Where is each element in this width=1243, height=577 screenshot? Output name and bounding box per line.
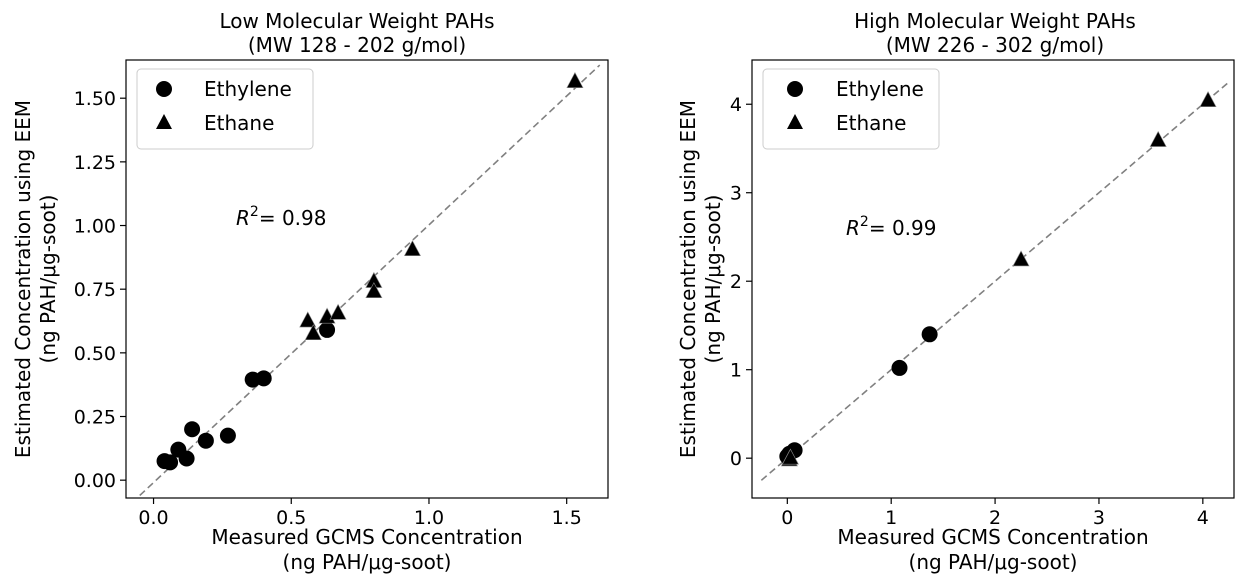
x-tick-label: 1.5 <box>552 507 582 529</box>
x-axis-label-line1: Measured GCMS Concentration <box>837 525 1148 549</box>
ethane-point <box>1012 250 1030 267</box>
chart-title-line1: Low Molecular Weight PAHs <box>219 9 494 33</box>
plot-area <box>751 59 1235 499</box>
plot-area <box>125 59 609 499</box>
ethane-point <box>781 448 799 465</box>
legend-label-ethylene: Ethylene <box>836 77 924 101</box>
y-tick-label: 0.25 <box>74 407 116 429</box>
legend-circle-marker <box>156 81 172 97</box>
ethylene-point <box>184 421 201 438</box>
y-tick-label: 1 <box>730 360 742 382</box>
ethylene-point <box>219 427 236 444</box>
fit-line <box>760 81 1230 481</box>
y-tick-label: 1.00 <box>74 216 116 238</box>
legend-label-ethane: Ethane <box>204 111 274 135</box>
y-tick-label: 2 <box>730 271 742 293</box>
chart-high-mw-pahs: High Molecular Weight PAHs (MW 226 - 302… <box>676 9 1235 574</box>
y-tick-label: 1.25 <box>74 152 116 174</box>
ethylene-point <box>197 432 214 449</box>
y-axis-label-line1: Estimated Concentration using EEM <box>11 100 35 458</box>
x-tick-label: 3 <box>1093 507 1105 529</box>
ethylene-point <box>162 454 179 471</box>
ethane-point <box>304 324 322 341</box>
chart-title-line2: (MW 128 - 202 g/mol) <box>248 33 466 57</box>
y-tick-label: 0 <box>730 448 742 470</box>
y-axis: 0 1 2 3 4 <box>730 94 752 470</box>
legend: Ethylene Ethane <box>136 68 314 150</box>
x-tick-label: 0.5 <box>276 507 306 529</box>
legend-label-ethane: Ethane <box>836 111 906 135</box>
x-axis-label-line1: Measured GCMS Concentration <box>211 525 522 549</box>
chart-title-line2: (MW 226 - 302 g/mol) <box>886 33 1104 57</box>
ethane-point <box>1199 91 1217 108</box>
x-axis: 0 1 2 3 4 <box>781 498 1209 529</box>
ethylene-point <box>178 450 195 467</box>
data-points <box>779 91 1217 467</box>
x-axis-label-line2: (ng PAH/μg-soot) <box>909 550 1078 574</box>
y-tick-label: 0.00 <box>74 470 116 492</box>
legend-box <box>136 68 314 150</box>
legend: Ethylene Ethane <box>762 68 940 150</box>
x-axis: 0.0 0.5 1.0 1.5 <box>138 498 582 529</box>
r-squared-annotation: R2= 0.98 <box>236 204 326 230</box>
y-tick-label: 0.50 <box>74 343 116 365</box>
y-tick-label: 3 <box>730 183 742 205</box>
ethane-point <box>403 240 421 257</box>
x-tick-label: 1.0 <box>414 507 444 529</box>
chart-low-mw-pahs: Low Molecular Weight PAHs (MW 128 - 202 … <box>11 9 609 574</box>
y-tick-label: 4 <box>730 94 742 116</box>
ethane-point <box>1149 130 1167 147</box>
y-axis-label-line2: (ng PAH/μg-soot) <box>701 195 725 364</box>
ethane-point <box>566 72 584 88</box>
legend-triangle-marker <box>787 114 803 129</box>
ethylene-point <box>255 370 272 387</box>
ethane-point <box>365 282 383 299</box>
ethylene-point <box>921 326 938 343</box>
y-tick-label: 0.75 <box>74 279 116 301</box>
x-tick-label: 0 <box>781 507 793 529</box>
ethylene-point <box>319 321 336 338</box>
chart-title-line1: High Molecular Weight PAHs <box>854 9 1136 33</box>
x-tick-label: 4 <box>1197 507 1209 529</box>
x-tick-label: 0.0 <box>138 507 168 529</box>
x-tick-label: 1 <box>885 507 897 529</box>
ethylene-point <box>891 359 908 376</box>
r-squared-annotation: R2= 0.99 <box>846 214 936 240</box>
y-tick-label: 1.50 <box>74 88 116 110</box>
y-axis-label-line2: (ng PAH/μg-soot) <box>36 195 60 364</box>
x-tick-label: 2 <box>989 507 1001 529</box>
legend-circle-marker <box>787 81 803 97</box>
legend-box <box>762 68 940 150</box>
legend-triangle-marker <box>156 114 172 129</box>
y-axis-label-line1: Estimated Concentration using EEM <box>676 100 700 458</box>
ethane-point <box>299 311 317 328</box>
data-points <box>156 72 584 471</box>
legend-label-ethylene: Ethylene <box>204 77 292 101</box>
ethane-point <box>329 303 347 320</box>
x-axis-label-line2: (ng PAH/μg-soot) <box>283 550 452 574</box>
y-axis: 0.00 0.25 0.50 0.75 1.00 1.25 1.50 <box>74 88 126 492</box>
fit-line-group <box>760 81 1230 481</box>
